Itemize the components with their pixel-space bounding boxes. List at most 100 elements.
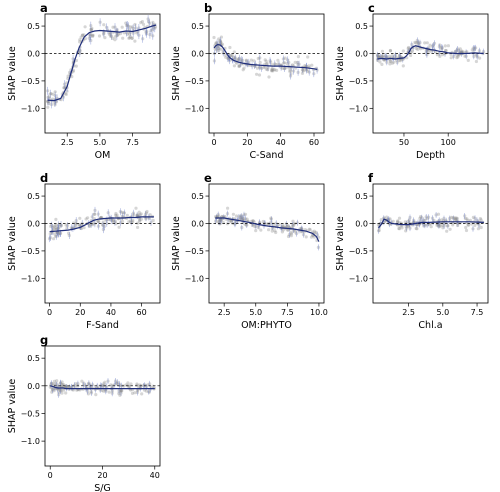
scatter-point <box>445 224 449 228</box>
scatter-point <box>286 224 290 228</box>
scatter-point <box>111 36 115 41</box>
scatter-point <box>64 92 68 96</box>
scatter-point <box>283 56 287 60</box>
y-tick-label: −1.0 <box>185 274 204 283</box>
scatter-point <box>397 226 401 231</box>
scatter-point <box>127 36 131 40</box>
scatter-point <box>237 64 241 69</box>
scatter-point <box>243 212 248 216</box>
scatter-point <box>265 61 269 65</box>
scatter-point <box>84 217 88 221</box>
scatter-point <box>74 382 78 386</box>
panel-letter: e <box>204 171 212 185</box>
x-axis-label: Chl.a <box>418 320 442 331</box>
scatter-point <box>63 92 67 96</box>
scatter-point <box>74 64 78 68</box>
scatter-point <box>389 59 393 63</box>
x-tick-label: 100 <box>441 138 456 147</box>
scatter-point <box>96 219 100 223</box>
scatter-point <box>133 391 137 395</box>
scatter-point <box>74 58 78 63</box>
scatter-point <box>438 224 442 228</box>
scatter-point <box>139 217 143 221</box>
scatter-point <box>400 226 404 230</box>
scatter-point <box>53 224 57 228</box>
scatter-point <box>62 86 66 90</box>
scatter-point <box>377 228 381 232</box>
scatter-point <box>274 62 278 67</box>
y-tick-label: 0.5 <box>355 22 368 31</box>
scatter-point <box>120 25 124 29</box>
scatter-point <box>83 37 87 41</box>
scatter-point <box>471 215 475 219</box>
scatter-point <box>478 56 482 60</box>
scatter-point <box>232 64 236 68</box>
scatter-point <box>289 72 293 76</box>
scatter-point <box>299 226 303 230</box>
scatter-point <box>454 217 458 221</box>
scatter-point <box>133 22 137 27</box>
scatter-point <box>94 393 98 397</box>
panel-f: f 2.5 5.0 7.5 −1.0 −0.5 0.0 0.5 Chl.a SHAP value <box>335 171 489 331</box>
x-axis-label: OM <box>95 150 111 161</box>
scatter-point <box>54 226 58 230</box>
panel-letter: d <box>40 171 48 185</box>
scatter-point <box>455 56 459 60</box>
x-tick-label: 40 <box>106 308 116 317</box>
scatter-point <box>54 217 58 221</box>
scatter-point <box>138 219 142 223</box>
scatter-point <box>77 223 81 227</box>
scatter-point <box>263 65 267 69</box>
trend-line <box>47 24 157 102</box>
scatter-point <box>219 47 223 51</box>
scatter-point <box>144 389 148 393</box>
scatter-point <box>135 213 139 217</box>
scatter-point <box>429 49 433 53</box>
scatter-point <box>228 45 232 50</box>
scatter-point <box>286 228 290 232</box>
panel-letter: c <box>368 1 375 15</box>
scatter-point <box>60 382 64 387</box>
scatter-point <box>250 223 254 228</box>
scatter-point <box>139 21 143 25</box>
scatter-point <box>217 37 221 41</box>
y-tick-label: 0.0 <box>355 219 368 228</box>
scatter-point <box>130 391 135 395</box>
scatter-point <box>291 219 295 223</box>
scatter-point <box>416 47 420 52</box>
scatter-point <box>127 384 131 389</box>
scatter-point <box>216 49 220 53</box>
scatter-point <box>466 223 470 227</box>
scatter-point <box>97 34 102 38</box>
scatter-point <box>473 223 477 227</box>
scatter-point <box>288 69 292 73</box>
scatter-point <box>398 224 402 228</box>
scatter-point <box>289 232 294 236</box>
scatter-point <box>310 63 314 67</box>
scatter-point <box>50 390 54 394</box>
scatter-point <box>438 54 442 59</box>
scatter-point <box>82 33 86 37</box>
scatter-point <box>60 380 64 384</box>
x-tick-label: 2.5 <box>402 308 415 317</box>
scatter-point <box>136 225 140 229</box>
scatter-point <box>151 20 155 24</box>
scatter-point <box>273 68 277 72</box>
plot-frame <box>44 183 161 304</box>
scatter-point <box>306 69 310 73</box>
y-tick-label: −0.5 <box>349 247 368 256</box>
scatter-point <box>86 216 90 220</box>
scatter-point <box>128 384 132 388</box>
scatter-point <box>400 58 404 62</box>
scatter-point <box>254 229 258 233</box>
scatter-point <box>307 64 311 68</box>
scatter-point <box>406 46 410 51</box>
scatter-point <box>141 22 146 26</box>
scatter-point <box>308 228 312 232</box>
scatter-point <box>267 75 271 79</box>
scatter-point <box>397 58 401 62</box>
x-axis-label: Depth <box>416 150 445 161</box>
x-tick-label: 5.0 <box>436 308 449 317</box>
scatter-point <box>465 50 469 54</box>
scatter-point <box>232 55 236 60</box>
